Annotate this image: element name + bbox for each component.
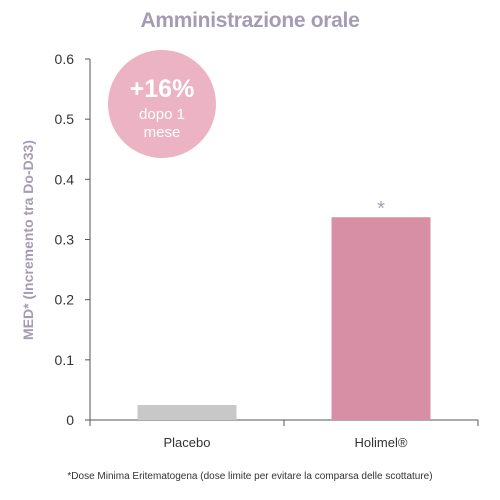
y-tick-label: 0.2 (55, 292, 75, 308)
footnote: *Dose Minima Eritematogena (dose limite … (67, 471, 433, 482)
labels: 0 0.1 0.2 0.3 0.4 0.5 0.6 Placebo Holimel® * (55, 51, 408, 450)
bar (137, 404, 237, 420)
y-axis-label: MED* (Incremento tra Do-D33) (20, 140, 36, 340)
badge-line2: mese (144, 124, 181, 141)
y-tick-label: 0.6 (55, 51, 75, 67)
bars (137, 217, 431, 420)
significance-star: * (377, 198, 385, 220)
percent-badge: +16% dopo 1 mese (108, 50, 216, 158)
badge-percent: +16% (130, 75, 195, 103)
y-tick-label: 0.4 (55, 171, 75, 187)
x-tick-label: Holimel® (355, 435, 408, 450)
y-tick-label: 0.5 (55, 111, 75, 127)
y-tick-label: 0 (66, 412, 74, 428)
badge-line1: dopo 1 (139, 106, 185, 123)
y-tick-label: 0.3 (55, 232, 75, 248)
chart-title: Amministrazione orale (140, 9, 360, 32)
badge-circle (108, 50, 216, 158)
x-tick-label: Placebo (164, 435, 211, 450)
bar (331, 217, 431, 420)
y-tick-label: 0.1 (55, 352, 75, 368)
